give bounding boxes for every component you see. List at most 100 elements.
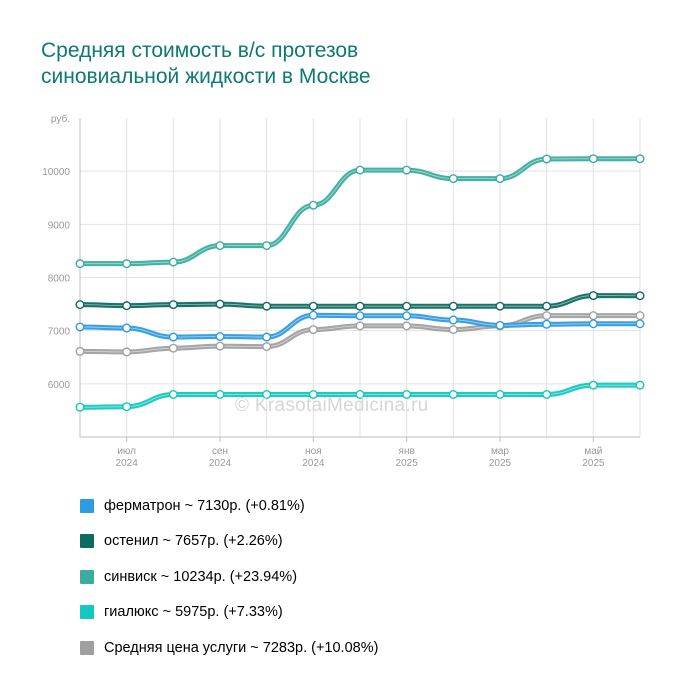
data-point-1-2 <box>168 300 178 310</box>
x-tick-label-year: 2025 <box>396 458 419 469</box>
data-point-4-5 <box>308 325 318 335</box>
y-tick-label: 8000 <box>48 274 71 285</box>
chart-title-line-1: Средняя стоимость в/с протезов <box>41 39 359 62</box>
data-point-4-0 <box>75 346 85 356</box>
legend-label: гиалюкс ~ 5975р. (+7.33%) <box>104 604 283 621</box>
data-point-2-12 <box>635 154 645 164</box>
data-point-2-9 <box>495 174 505 184</box>
data-point-0-0 <box>75 322 85 332</box>
legend-label: остенил ~ 7657р. (+2.26%) <box>104 533 283 550</box>
data-point-1-9 <box>495 301 505 311</box>
data-point-2-10 <box>542 154 552 164</box>
data-point-1-5 <box>308 301 318 311</box>
data-point-4-1 <box>122 347 132 357</box>
data-point-1-8 <box>448 301 458 311</box>
data-point-2-5 <box>308 200 318 210</box>
data-point-3-5 <box>308 389 318 399</box>
data-point-4-6 <box>355 321 365 331</box>
x-tick-label-month: ноя <box>305 446 322 457</box>
data-point-4-11 <box>588 311 598 321</box>
grid <box>79 118 641 437</box>
data-point-3-3 <box>215 389 225 399</box>
data-point-2-6 <box>355 165 365 175</box>
data-point-4-4 <box>262 342 272 352</box>
data-point-2-1 <box>122 259 132 269</box>
legend-item: гиалюкс ~ 5975р. (+7.33%) <box>80 595 378 631</box>
data-point-1-6 <box>355 301 365 311</box>
x-tick-label-month: янв <box>399 446 415 457</box>
data-point-2-4 <box>262 241 272 251</box>
data-point-1-12 <box>635 291 645 301</box>
legend: ферматрон ~ 7130р. (+0.81%) остенил ~ 765… <box>80 488 378 666</box>
data-point-4-3 <box>215 341 225 351</box>
x-tick-label-year: 2025 <box>582 458 605 469</box>
data-point-3-11 <box>588 380 598 390</box>
x-tick-label-month: июл <box>117 446 136 457</box>
data-point-2-3 <box>215 241 225 251</box>
x-tick-label-year: 2024 <box>116 458 139 469</box>
data-point-2-8 <box>448 174 458 184</box>
data-point-4-8 <box>448 325 458 335</box>
data-point-0-4 <box>262 332 272 342</box>
data-point-0-9 <box>495 320 505 330</box>
x-tick-label-year: 2024 <box>209 458 232 469</box>
y-tick-label: 6000 <box>48 380 71 391</box>
legend-label: синвиск ~ 10234р. (+23.94%) <box>104 568 298 585</box>
chart-title-line-2: синовиальной жидкости в Москве <box>41 65 371 88</box>
data-point-1-7 <box>402 301 412 311</box>
watermark: © KrasotaiMedicina.ru <box>235 395 429 416</box>
data-point-0-1 <box>122 323 132 333</box>
legend-swatch <box>80 640 94 655</box>
data-point-0-12 <box>635 319 645 329</box>
data-point-3-8 <box>448 389 458 399</box>
data-point-1-11 <box>588 291 598 301</box>
data-point-3-10 <box>542 389 552 399</box>
line-chart: 600070008000900010000руб.июл2024сен2024н… <box>42 113 645 469</box>
legend-item: остенил ~ 7657р. (+2.26%) <box>80 524 378 560</box>
legend-swatch <box>80 605 94 620</box>
data-point-3-7 <box>402 389 412 399</box>
data-point-1-10 <box>542 301 552 311</box>
x-tick-label-month: мар <box>491 446 509 457</box>
data-point-1-1 <box>122 301 132 311</box>
y-tick-label: 10000 <box>42 167 70 178</box>
data-point-3-0 <box>75 402 85 412</box>
x-tick-label-year: 2025 <box>489 458 512 469</box>
legend-label: ферматрон ~ 7130р. (+0.81%) <box>104 497 305 514</box>
legend-item: синвиск ~ 10234р. (+23.94%) <box>80 559 378 595</box>
data-point-0-5 <box>308 310 318 320</box>
legend-swatch <box>80 534 94 549</box>
data-point-4-2 <box>168 343 178 353</box>
data-point-3-6 <box>355 389 365 399</box>
data-point-0-8 <box>448 315 458 325</box>
x-tick-label-month: май <box>584 446 602 457</box>
data-point-4-10 <box>542 311 552 321</box>
data-point-3-12 <box>635 380 645 390</box>
data-point-4-7 <box>402 321 412 331</box>
data-point-0-2 <box>168 332 178 342</box>
legend-item: Средняя цена услуги ~ 7283р. (+10.08%) <box>80 630 378 666</box>
data-point-0-6 <box>355 311 365 321</box>
data-point-3-9 <box>495 389 505 399</box>
data-point-2-2 <box>168 257 178 267</box>
data-point-0-3 <box>215 332 225 342</box>
data-point-1-4 <box>262 301 272 311</box>
y-tick-label: 7000 <box>48 327 71 338</box>
y-tick-label: 9000 <box>48 220 71 231</box>
legend-swatch <box>80 498 94 513</box>
data-point-0-11 <box>588 319 598 329</box>
data-point-4-12 <box>635 311 645 321</box>
data-point-3-4 <box>262 389 272 399</box>
legend-label: Средняя цена услуги ~ 7283р. (+10.08%) <box>104 639 379 656</box>
data-points <box>75 154 645 412</box>
x-tick-label-year: 2024 <box>302 458 325 469</box>
data-point-0-10 <box>542 319 552 329</box>
data-point-3-1 <box>122 402 132 412</box>
data-point-2-11 <box>588 154 598 164</box>
x-tick-label-month: сен <box>212 446 228 457</box>
data-point-1-0 <box>75 300 85 310</box>
legend-swatch <box>80 569 94 584</box>
axes: 600070008000900010000руб.июл2024сен2024н… <box>42 113 640 469</box>
legend-item: ферматрон ~ 7130р. (+0.81%) <box>80 488 378 524</box>
data-point-3-2 <box>168 389 178 399</box>
